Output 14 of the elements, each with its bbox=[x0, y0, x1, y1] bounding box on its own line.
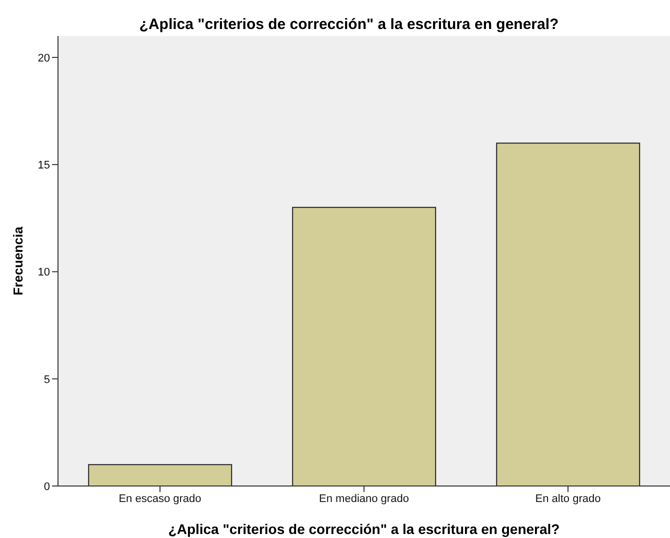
y-axis-title: Frecuencia bbox=[10, 226, 26, 296]
y-tick-label: 15 bbox=[38, 159, 50, 172]
bar bbox=[496, 142, 640, 486]
bar bbox=[88, 464, 232, 486]
y-tick-label: 20 bbox=[38, 52, 50, 64]
y-tick-label: 5 bbox=[44, 374, 50, 386]
x-tick-label: En escaso grado bbox=[118, 492, 202, 505]
bar bbox=[292, 206, 436, 486]
y-tick-label: 0 bbox=[44, 480, 50, 493]
x-axis-title: ¿Aplica "criterios de corrección" a la escritura en general? bbox=[168, 521, 560, 537]
x-tick-label: En mediano grado bbox=[319, 492, 409, 505]
x-tick-label: En alto grado bbox=[535, 492, 601, 505]
chart-title: ¿Aplica "criterios de corrección" a la escritura en general? bbox=[138, 16, 560, 33]
y-tick-label: 10 bbox=[38, 266, 50, 279]
